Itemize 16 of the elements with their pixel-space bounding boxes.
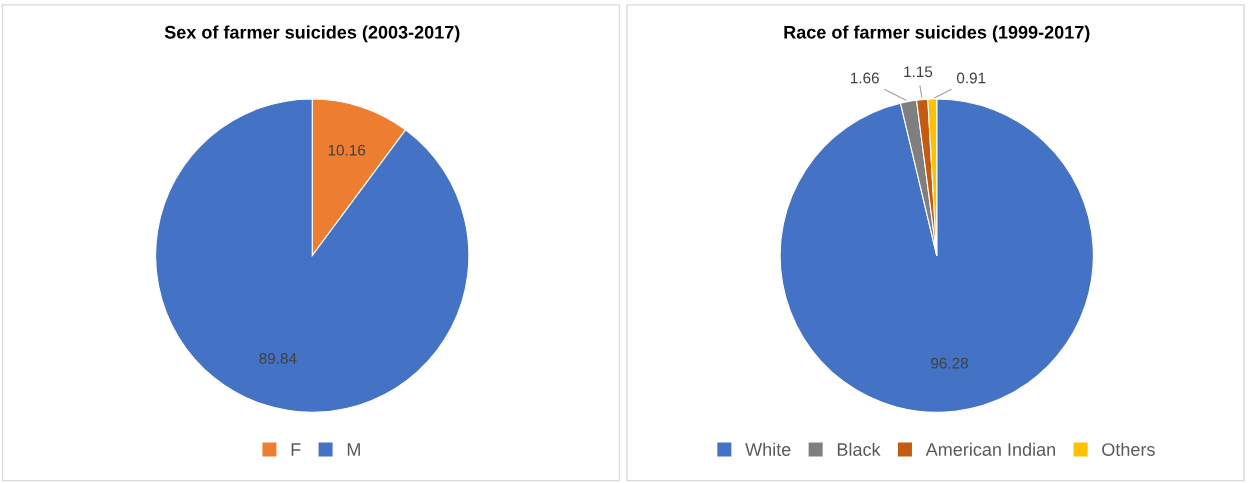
data-label: 1.66 <box>850 72 879 84</box>
legend-label: M <box>347 443 360 456</box>
legend-label: Black <box>837 442 881 456</box>
legend-label: F <box>291 443 301 456</box>
legend-label: Others <box>1102 442 1155 456</box>
data-label: 1.15 <box>904 66 933 78</box>
data-label: 96.28 <box>931 357 968 369</box>
chart-title: Sex of farmer suicides (2003-2017) <box>164 25 460 43</box>
legend-label: White <box>745 442 791 456</box>
chart-title: Race of farmer suicides (1999-2017) <box>784 25 1090 43</box>
data-label: 89.84 <box>259 353 297 364</box>
legend-label: American Indian <box>925 442 1055 456</box>
data-label: 10.16 <box>328 144 366 156</box>
pie-slice <box>779 98 1094 413</box>
pie-slice <box>155 98 470 413</box>
data-label: 0.91 <box>956 72 986 84</box>
